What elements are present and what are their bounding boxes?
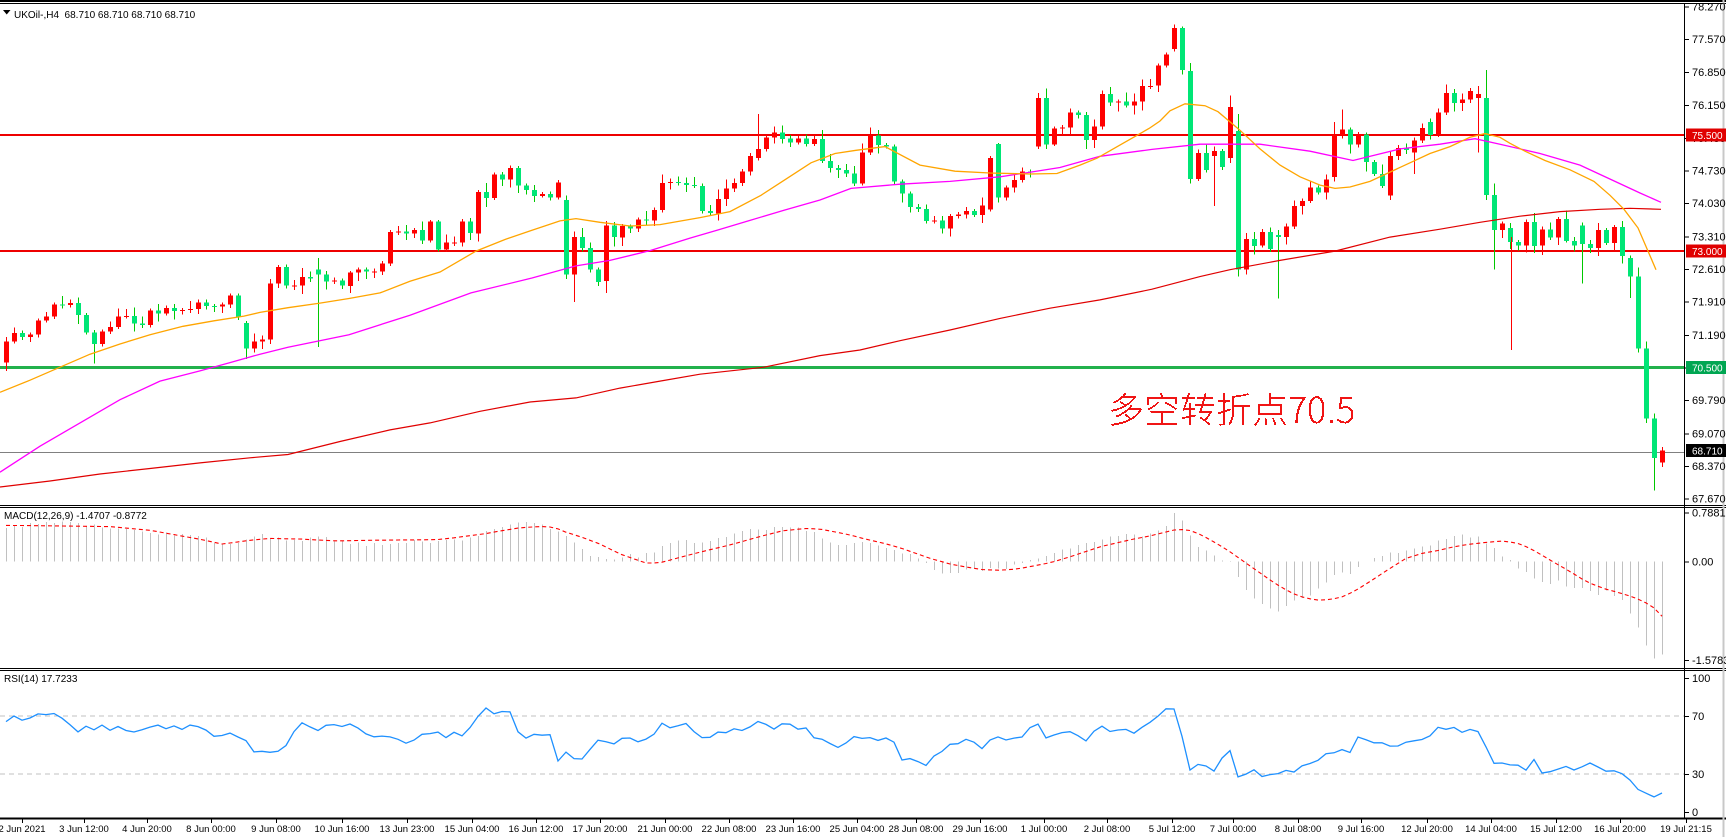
- svg-text:2 Jun 2021: 2 Jun 2021: [0, 824, 46, 835]
- svg-text:12 Jul 20:00: 12 Jul 20:00: [1401, 824, 1453, 835]
- svg-text:78.270: 78.270: [1692, 1, 1726, 13]
- svg-text:15 Jul 12:00: 15 Jul 12:00: [1530, 824, 1582, 835]
- svg-text:77.570: 77.570: [1692, 34, 1726, 46]
- svg-text:-1.5783: -1.5783: [1692, 655, 1726, 667]
- svg-text:28 Jun 08:00: 28 Jun 08:00: [889, 824, 944, 835]
- svg-text:73.310: 73.310: [1692, 232, 1726, 244]
- svg-text:4 Jun 20:00: 4 Jun 20:00: [122, 824, 172, 835]
- svg-text:71.910: 71.910: [1692, 297, 1726, 309]
- svg-text:9 Jun 08:00: 9 Jun 08:00: [251, 824, 301, 835]
- svg-text:74.730: 74.730: [1692, 166, 1726, 178]
- svg-text:RSI(14) 17.7233: RSI(14) 17.7233: [4, 674, 78, 685]
- svg-text:13 Jun 23:00: 13 Jun 23:00: [380, 824, 435, 835]
- svg-text:7 Jul 00:00: 7 Jul 00:00: [1210, 824, 1256, 835]
- svg-text:25 Jun 04:00: 25 Jun 04:00: [830, 824, 885, 835]
- svg-text:67.670: 67.670: [1692, 494, 1726, 506]
- svg-text:5 Jul 12:00: 5 Jul 12:00: [1149, 824, 1195, 835]
- svg-text:9 Jul 16:00: 9 Jul 16:00: [1338, 824, 1384, 835]
- svg-text:16 Jul 20:00: 16 Jul 20:00: [1594, 824, 1646, 835]
- svg-text:16 Jun 12:00: 16 Jun 12:00: [509, 824, 564, 835]
- svg-text:3 Jun 12:00: 3 Jun 12:00: [59, 824, 109, 835]
- svg-text:0.00: 0.00: [1692, 557, 1713, 569]
- svg-text:1 Jul 00:00: 1 Jul 00:00: [1021, 824, 1067, 835]
- svg-text:73.000: 73.000: [1692, 247, 1723, 258]
- svg-text:70: 70: [1692, 711, 1704, 723]
- svg-text:10 Jun 16:00: 10 Jun 16:00: [315, 824, 370, 835]
- svg-text:2 Jul 08:00: 2 Jul 08:00: [1084, 824, 1130, 835]
- svg-text:68.710: 68.710: [1692, 447, 1723, 458]
- svg-text:15 Jun 04:00: 15 Jun 04:00: [445, 824, 500, 835]
- svg-text:29 Jun 16:00: 29 Jun 16:00: [953, 824, 1008, 835]
- svg-text:8 Jun 00:00: 8 Jun 00:00: [186, 824, 236, 835]
- svg-text:76.150: 76.150: [1692, 100, 1726, 112]
- svg-text:8 Jul 08:00: 8 Jul 08:00: [1275, 824, 1321, 835]
- svg-text:68.370: 68.370: [1692, 461, 1726, 473]
- svg-text:14 Jul 04:00: 14 Jul 04:00: [1465, 824, 1517, 835]
- svg-text:71.190: 71.190: [1692, 330, 1726, 342]
- svg-text:23 Jun 16:00: 23 Jun 16:00: [766, 824, 821, 835]
- svg-text:74.030: 74.030: [1692, 198, 1726, 210]
- svg-text:72.610: 72.610: [1692, 264, 1726, 276]
- svg-text:22 Jun 08:00: 22 Jun 08:00: [702, 824, 757, 835]
- svg-text:30: 30: [1692, 769, 1704, 781]
- svg-text:75.500: 75.500: [1692, 131, 1723, 142]
- svg-text:MACD(12,26,9) -1.4707 -0.8772: MACD(12,26,9) -1.4707 -0.8772: [4, 511, 147, 522]
- svg-text:19 Jul 21:15: 19 Jul 21:15: [1660, 824, 1712, 835]
- svg-text:21 Jun 00:00: 21 Jun 00:00: [638, 824, 693, 835]
- svg-text:100: 100: [1692, 673, 1710, 685]
- svg-text:0: 0: [1692, 807, 1698, 819]
- svg-text:70.500: 70.500: [1692, 364, 1723, 375]
- svg-text:76.850: 76.850: [1692, 67, 1726, 79]
- svg-text:UKOil-,H4 68.710 68.710 68.71: UKOil-,H4 68.710 68.710 68.710 68.710: [14, 10, 196, 21]
- svg-text:69.070: 69.070: [1692, 429, 1726, 441]
- svg-text:69.790: 69.790: [1692, 395, 1726, 407]
- svg-text:0.7881: 0.7881: [1692, 507, 1726, 519]
- svg-text:17 Jun 20:00: 17 Jun 20:00: [573, 824, 628, 835]
